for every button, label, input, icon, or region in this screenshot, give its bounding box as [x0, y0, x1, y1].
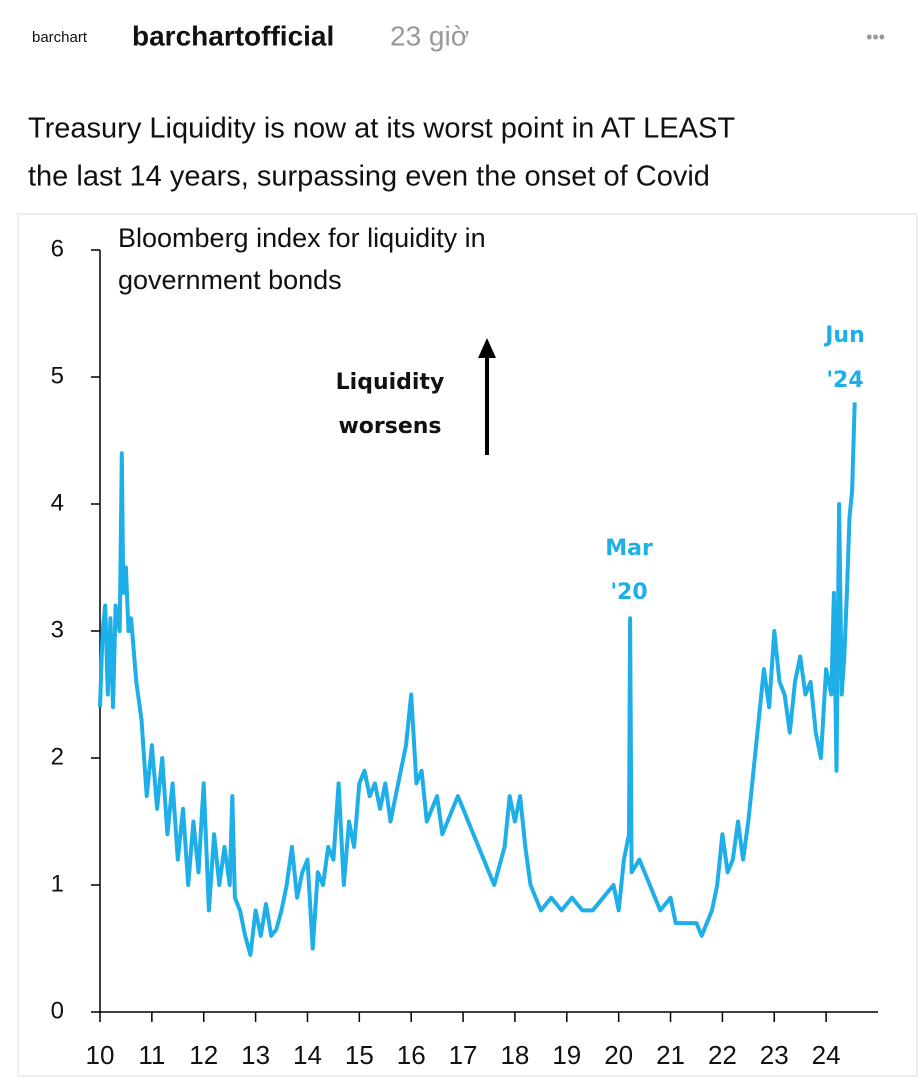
annotation: worsens: [338, 414, 441, 439]
chart-title: government bonds: [118, 265, 342, 295]
x-tick-label: 12: [189, 1040, 218, 1070]
y-tick-label: 1: [51, 870, 64, 897]
post-time: 23 giờ: [390, 20, 469, 51]
annotation: Liquidity: [336, 370, 445, 395]
y-tick-label: 2: [51, 743, 64, 770]
annotation: Mar: [605, 536, 653, 561]
y-tick-label: 4: [51, 489, 64, 516]
x-tick-label: 18: [500, 1040, 529, 1070]
x-tick-label: 24: [812, 1040, 841, 1070]
post-text: the last 14 years, surpassing even the o…: [28, 161, 710, 193]
post-text: Treasury Liquidity is now at its worst p…: [28, 113, 735, 145]
x-tick-label: 11: [138, 1040, 165, 1070]
chart-title: Bloomberg index for liquidity in: [118, 223, 486, 253]
y-tick-label: 6: [51, 235, 64, 262]
x-tick-label: 16: [397, 1040, 426, 1070]
x-tick-label: 22: [708, 1040, 737, 1070]
x-tick-label: 14: [293, 1040, 322, 1070]
y-tick-label: 3: [51, 616, 64, 643]
annotation: Jun: [823, 323, 865, 348]
x-tick-label: 17: [449, 1040, 478, 1070]
x-tick-label: 10: [86, 1040, 115, 1070]
chart-frame: [17, 213, 918, 1077]
x-tick-label: 23: [760, 1040, 789, 1070]
y-tick-label: 0: [51, 997, 64, 1024]
x-tick-label: 20: [604, 1040, 633, 1070]
brand-logo[interactable]: barchart: [32, 29, 88, 46]
x-tick-label: 21: [656, 1040, 685, 1070]
menu-button[interactable]: •••: [866, 27, 885, 47]
y-tick-label: 5: [51, 362, 64, 389]
x-tick-label: 15: [345, 1040, 374, 1070]
x-tick-label: 13: [241, 1040, 270, 1070]
x-tick-label: 19: [552, 1040, 581, 1070]
author[interactable]: barchartofficial: [132, 20, 334, 51]
data-line: [98, 402, 857, 957]
annotation: '24: [826, 368, 863, 393]
arrow-head: [478, 338, 496, 358]
annotation: '20: [610, 580, 647, 605]
